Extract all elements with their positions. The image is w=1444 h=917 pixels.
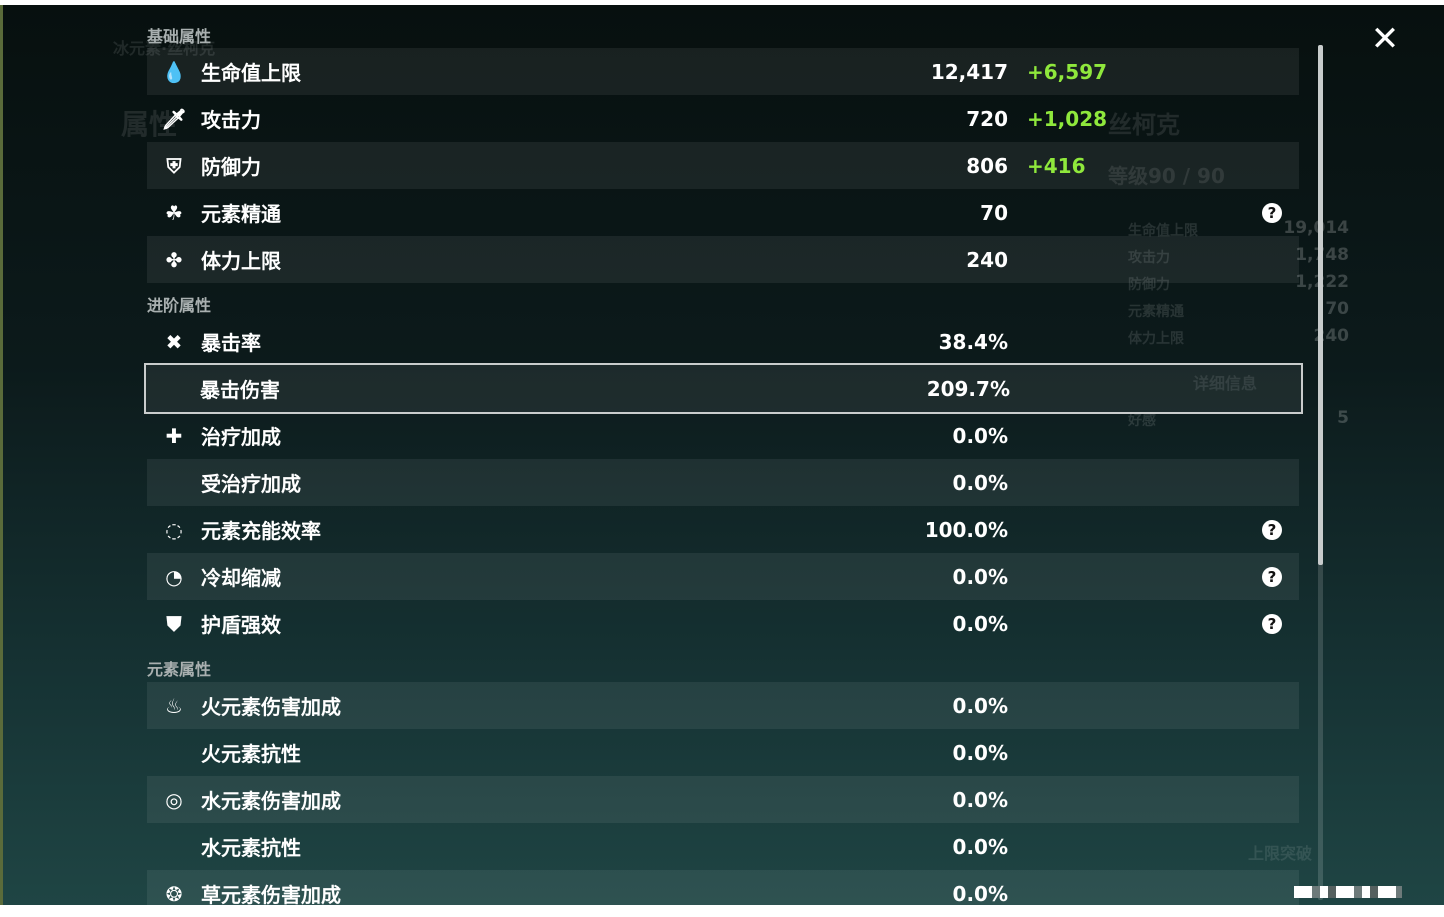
ascend-button[interactable]: 上限突破: [1248, 844, 1313, 863]
stat-value: 70: [980, 200, 1008, 225]
stat-row[interactable]: ✚ 治疗加成 0.0%: [147, 412, 1299, 459]
stat-label: 元素精通: [201, 202, 281, 226]
stat-value: 0.0%: [952, 693, 1008, 718]
stat-row[interactable]: ♨ 火元素伤害加成 0.0%: [147, 682, 1299, 729]
stat-value: 0.0%: [952, 834, 1008, 859]
stat-row[interactable]: 受治疗加成 0.0%: [147, 459, 1299, 506]
stat-label: 生命值上限: [201, 61, 301, 85]
stat-row[interactable]: 暴击伤害 209.7%: [144, 363, 1303, 414]
close-icon[interactable]: ✕: [1370, 19, 1400, 59]
stat-row[interactable]: 水元素抗性 0.0%: [147, 823, 1299, 870]
healing-cross-icon: ✚: [165, 423, 183, 448]
section-advanced: 进阶属性: [147, 296, 212, 315]
stat-row[interactable]: ☘ 元素精通 70?: [147, 189, 1299, 236]
stat-row[interactable]: ⛨ 防御力 806 +416: [147, 142, 1299, 189]
cooldown-icon: ◔: [165, 564, 183, 589]
stat-value: 209.7%: [926, 376, 1010, 401]
scrollbar-thumb[interactable]: [1318, 45, 1323, 565]
stat-value: 720: [966, 106, 1008, 131]
scrollbar[interactable]: [1318, 45, 1323, 900]
stat-row[interactable]: ⛊ 护盾强效 0.0%?: [147, 600, 1299, 647]
section-elemental: 元素属性: [147, 660, 212, 679]
energy-recharge-icon: ◌: [165, 517, 183, 542]
dendro-icon: ❂: [165, 881, 183, 906]
game-background: 冰元素·丝柯克 属性 丝柯克 等级90 / 90 生命值上限 19,014 攻击…: [0, 5, 1444, 905]
stat-row[interactable]: ◎ 水元素伤害加成 0.0%: [147, 776, 1299, 823]
stat-value: 0.0%: [952, 423, 1008, 448]
preview-stat-value: 70: [1325, 299, 1349, 319]
preview-stat-label: 体力上限: [1128, 331, 1184, 347]
character-name: 丝柯克: [1108, 111, 1180, 139]
stat-label: 元素充能效率: [201, 519, 321, 543]
stat-label: 治疗加成: [201, 425, 281, 449]
help-icon[interactable]: ?: [1262, 519, 1282, 540]
stat-row[interactable]: ✤ 体力上限 240: [147, 236, 1299, 283]
tab-attributes[interactable]: 属性: [121, 108, 178, 141]
stat-label: 体力上限: [201, 249, 281, 273]
stat-label: 暴击伤害: [200, 378, 280, 402]
stat-value: 0.0%: [952, 881, 1008, 906]
stat-label: 护盾强效: [201, 613, 281, 637]
stat-value: 12,417: [930, 59, 1008, 84]
preview-stat-value: 19,014: [1283, 218, 1349, 238]
stat-bonus: +416: [1027, 153, 1086, 178]
stat-row[interactable]: ❂ 草元素伤害加成 0.0%: [147, 870, 1299, 917]
stat-row[interactable]: 火元素抗性 0.0%: [147, 729, 1299, 776]
hp-drop-icon: 💧: [161, 59, 187, 84]
stat-value: 0.0%: [952, 787, 1008, 812]
stat-label: 水元素伤害加成: [201, 789, 341, 813]
stamina-icon: ✤: [165, 247, 183, 272]
preview-stat-label: 防御力: [1128, 277, 1170, 293]
stat-label: 攻击力: [201, 108, 261, 132]
stat-label: 水元素抗性: [201, 836, 301, 860]
stat-bonus: +1,028: [1027, 106, 1108, 131]
crit-rate-icon: ✖: [165, 329, 183, 354]
uid-mosaic: [1294, 886, 1402, 898]
help-icon[interactable]: ?: [1262, 202, 1282, 223]
help-icon[interactable]: ?: [1262, 613, 1282, 634]
preview-stat-label: 生命值上限: [1128, 223, 1198, 239]
stat-row[interactable]: ✖ 暴击率 38.4%: [147, 318, 1299, 365]
stat-value: 240: [966, 247, 1008, 272]
stat-row[interactable]: 💧 生命值上限 12,417 +6,597: [147, 48, 1299, 95]
stat-row[interactable]: 🗡 攻击力 720 +1,028: [147, 95, 1299, 142]
pyro-icon: ♨: [165, 693, 183, 718]
stat-bonus: +6,597: [1027, 59, 1108, 84]
help-icon[interactable]: ?: [1262, 566, 1282, 587]
stat-label: 暴击率: [201, 331, 261, 355]
stat-label: 草元素伤害加成: [201, 883, 341, 907]
stat-row[interactable]: ◌ 元素充能效率 100.0%?: [147, 506, 1299, 553]
element-title: 冰元素·丝柯克: [113, 39, 216, 58]
stat-value: 0.0%: [952, 470, 1008, 495]
stat-label: 火元素抗性: [201, 742, 301, 766]
stat-label: 火元素伤害加成: [201, 695, 341, 719]
shield-strength-icon: ⛊: [166, 611, 182, 636]
shield-icon: ⛨: [166, 153, 182, 178]
hydro-icon: ◎: [165, 787, 183, 812]
preview-stat-label: 攻击力: [1128, 250, 1170, 266]
stat-value: 38.4%: [938, 329, 1008, 354]
stat-label: 受治疗加成: [201, 472, 301, 496]
stat-value: 806: [966, 153, 1008, 178]
stat-label: 防御力: [201, 155, 261, 179]
stat-row[interactable]: ◔ 冷却缩减 0.0%?: [147, 553, 1299, 600]
friendship-label: 好感: [1128, 413, 1156, 429]
stat-label: 冷却缩减: [201, 566, 281, 590]
stat-value: 0.0%: [952, 564, 1008, 589]
friendship-value: 5: [1337, 408, 1349, 428]
preview-stat-label: 元素精通: [1128, 304, 1184, 320]
elemental-mastery-icon: ☘: [165, 200, 183, 225]
section-basic: 基础属性: [147, 27, 212, 46]
stat-value: 0.0%: [952, 740, 1008, 765]
details-button[interactable]: 详细信息: [1193, 374, 1258, 393]
sword-icon: 🗡: [161, 106, 187, 131]
stat-value: 100.0%: [924, 517, 1008, 542]
character-level: 等级90 / 90: [1108, 164, 1225, 188]
stat-value: 0.0%: [952, 611, 1008, 636]
